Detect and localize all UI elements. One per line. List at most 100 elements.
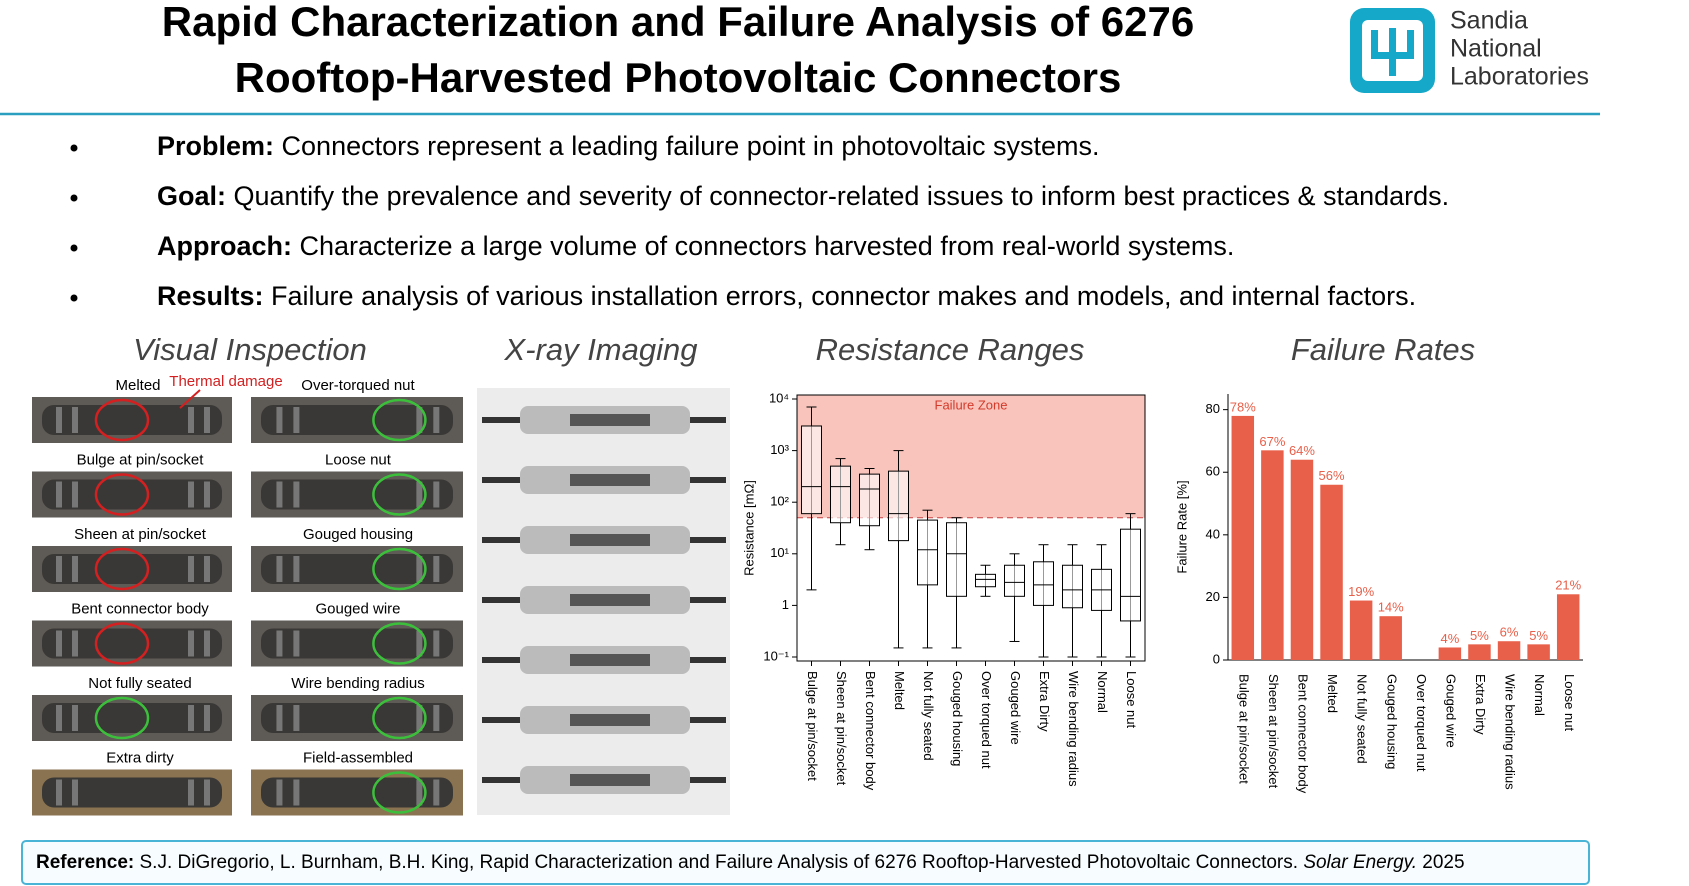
plot-frame — [796, 394, 1146, 662]
x-tick-label: Gouged housing — [950, 671, 965, 766]
connector-rib — [433, 407, 440, 433]
connector-rib — [204, 705, 210, 731]
box — [1120, 528, 1141, 622]
connector-rib — [188, 481, 194, 508]
connector-rib — [416, 630, 423, 657]
bullet: Approach: Characterize a large volume of… — [157, 231, 1234, 261]
y-tick-label: 60 — [1206, 464, 1220, 479]
photo-ring — [372, 696, 427, 740]
photo-label: Melted — [115, 377, 160, 394]
bullet-label: Results: — [157, 281, 264, 311]
bullet-dot — [70, 244, 78, 252]
y-axis-label: Failure Rate [%] — [1174, 480, 1189, 573]
connector-rib — [188, 705, 194, 731]
bar — [1438, 647, 1462, 660]
panel-heading: Resistance Ranges — [816, 332, 1085, 367]
connector-body — [42, 405, 222, 435]
value-label: 4% — [1440, 631, 1459, 646]
box — [888, 470, 909, 542]
y-tick-label: 10² — [770, 494, 789, 509]
connector-body — [42, 628, 222, 659]
box — [975, 573, 996, 588]
value-label: 14% — [1378, 600, 1404, 615]
connector-rib — [293, 630, 300, 657]
connector-rib — [276, 705, 283, 731]
connector-rib — [72, 407, 78, 433]
x-tick-label: Bulge at pin/socket — [1236, 674, 1251, 784]
bar — [1527, 644, 1550, 660]
photo-label: Loose nut — [325, 451, 392, 468]
photo-label: Wire bending radius — [291, 675, 424, 692]
logo: Sandia National Laboratories — [1350, 7, 1589, 93]
connector-rib — [56, 481, 62, 508]
x-tick-label: Loose nut — [1562, 674, 1577, 731]
y-tick-label: 40 — [1206, 526, 1220, 541]
connector-rib — [56, 779, 62, 806]
connector-rib — [276, 630, 283, 657]
value-label: 78% — [1230, 399, 1256, 414]
connector-rib — [204, 481, 210, 508]
photo-label: Bent connector body — [71, 600, 209, 617]
bullets: Problem: Connectors represent a leading … — [70, 131, 1449, 311]
connector-rib — [416, 705, 423, 731]
x-tick-label: Not fully seated — [1355, 674, 1370, 764]
photo-label: Field-assembled — [303, 749, 413, 766]
photo-ring — [94, 622, 150, 665]
connector-body — [42, 554, 222, 584]
value-label: 21% — [1555, 578, 1581, 593]
connector-rib — [72, 630, 78, 657]
xray-pin — [570, 594, 650, 606]
x-tick-label: Extra Dirty — [1037, 671, 1052, 732]
bar — [1349, 600, 1373, 660]
panel-heading: Failure Rates — [1291, 332, 1475, 367]
y-tick-label: 10³ — [770, 442, 789, 457]
connector-body — [261, 405, 453, 435]
bullet-text: Failure analysis of various installation… — [264, 281, 1417, 311]
value-label: 5% — [1470, 628, 1489, 643]
xray-pin — [570, 474, 650, 486]
bullet: Problem: Connectors represent a leading … — [157, 131, 1099, 161]
bar — [1261, 450, 1284, 660]
y-tick-label: 20 — [1206, 589, 1220, 604]
connector-rib — [293, 481, 300, 508]
x-tick-label: Sheen at pin/socket — [834, 671, 849, 786]
reference: Reference: S.J. DiGregorio, L. Burnham, … — [36, 852, 1465, 873]
connector-rib — [72, 779, 78, 806]
box — [1062, 564, 1083, 609]
y-axis-label: Resistance [mΩ] — [741, 480, 756, 576]
connector-rib — [188, 407, 194, 433]
connector-body — [42, 777, 222, 808]
connector-rib — [56, 556, 62, 582]
connector-rib — [433, 630, 440, 657]
value-label: 64% — [1289, 443, 1315, 458]
bullet-dot — [70, 194, 78, 202]
y-tick-label: 1 — [782, 597, 789, 612]
y-tick-label: 80 — [1206, 401, 1220, 416]
x-tick-label: Bent connector body — [1296, 674, 1311, 794]
xray-pin — [570, 774, 650, 786]
photo-label: Extra dirty — [106, 749, 174, 766]
connector-rib — [416, 407, 423, 433]
value-label: 5% — [1529, 628, 1548, 643]
connector-body — [42, 703, 222, 733]
photo-ring — [372, 473, 427, 516]
xray-pin — [570, 534, 650, 546]
logo-text: National — [1450, 35, 1542, 63]
connector-rib — [433, 779, 440, 806]
bullet-text: Characterize a large volume of connector… — [292, 231, 1234, 261]
value-label: 6% — [1500, 625, 1519, 640]
x-tick-label: Normal — [1095, 671, 1110, 713]
connector-body — [261, 628, 453, 659]
title-line: Rooftop-Harvested Photovoltaic Connector… — [235, 54, 1122, 101]
box — [917, 519, 938, 586]
x-tick-label: Not fully seated — [921, 671, 936, 761]
x-tick-label: Normal — [1532, 674, 1547, 716]
panel-heading: Visual Inspection — [133, 332, 367, 367]
connector-rib — [433, 556, 440, 582]
photo-ring — [94, 547, 150, 591]
box — [1004, 564, 1025, 597]
connector-rib — [56, 705, 62, 731]
annotation: Thermal damage — [169, 373, 282, 390]
y-tick-label: 0 — [1213, 651, 1220, 666]
